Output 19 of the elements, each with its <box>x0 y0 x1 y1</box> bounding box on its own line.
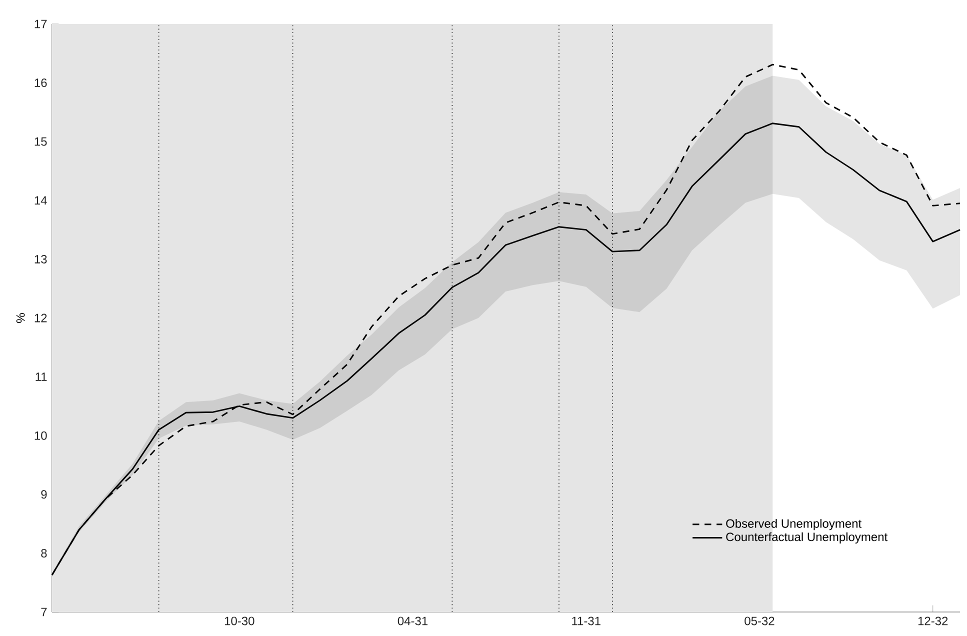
y-tick-label: 13 <box>34 254 47 264</box>
x-tick-label: 10-30 <box>224 616 254 626</box>
x-tick-label: 04-31 <box>398 616 428 626</box>
legend-label: Observed Unemployment <box>726 518 862 530</box>
y-tick-label: 8 <box>41 548 47 558</box>
y-tick-label: 16 <box>34 78 47 88</box>
y-tick-label: 14 <box>34 196 47 205</box>
y-tick-label: 7 <box>41 608 47 616</box>
y-tick-label: 9 <box>41 490 47 499</box>
y-tick-label: 15 <box>34 137 47 146</box>
y-axis-title: % <box>16 313 25 323</box>
x-tick-label: 11-31 <box>572 616 600 626</box>
y-tick-label: 12 <box>34 314 47 322</box>
legend-label: Counterfactual Unemployment <box>726 532 888 544</box>
y-tick-label: 17 <box>34 20 47 28</box>
x-tick-label: 12-32 <box>918 616 948 626</box>
y-tick-label: 10 <box>34 431 47 440</box>
y-tick-label: 11 <box>36 372 47 381</box>
x-tick-label: 05-32 <box>744 616 774 626</box>
